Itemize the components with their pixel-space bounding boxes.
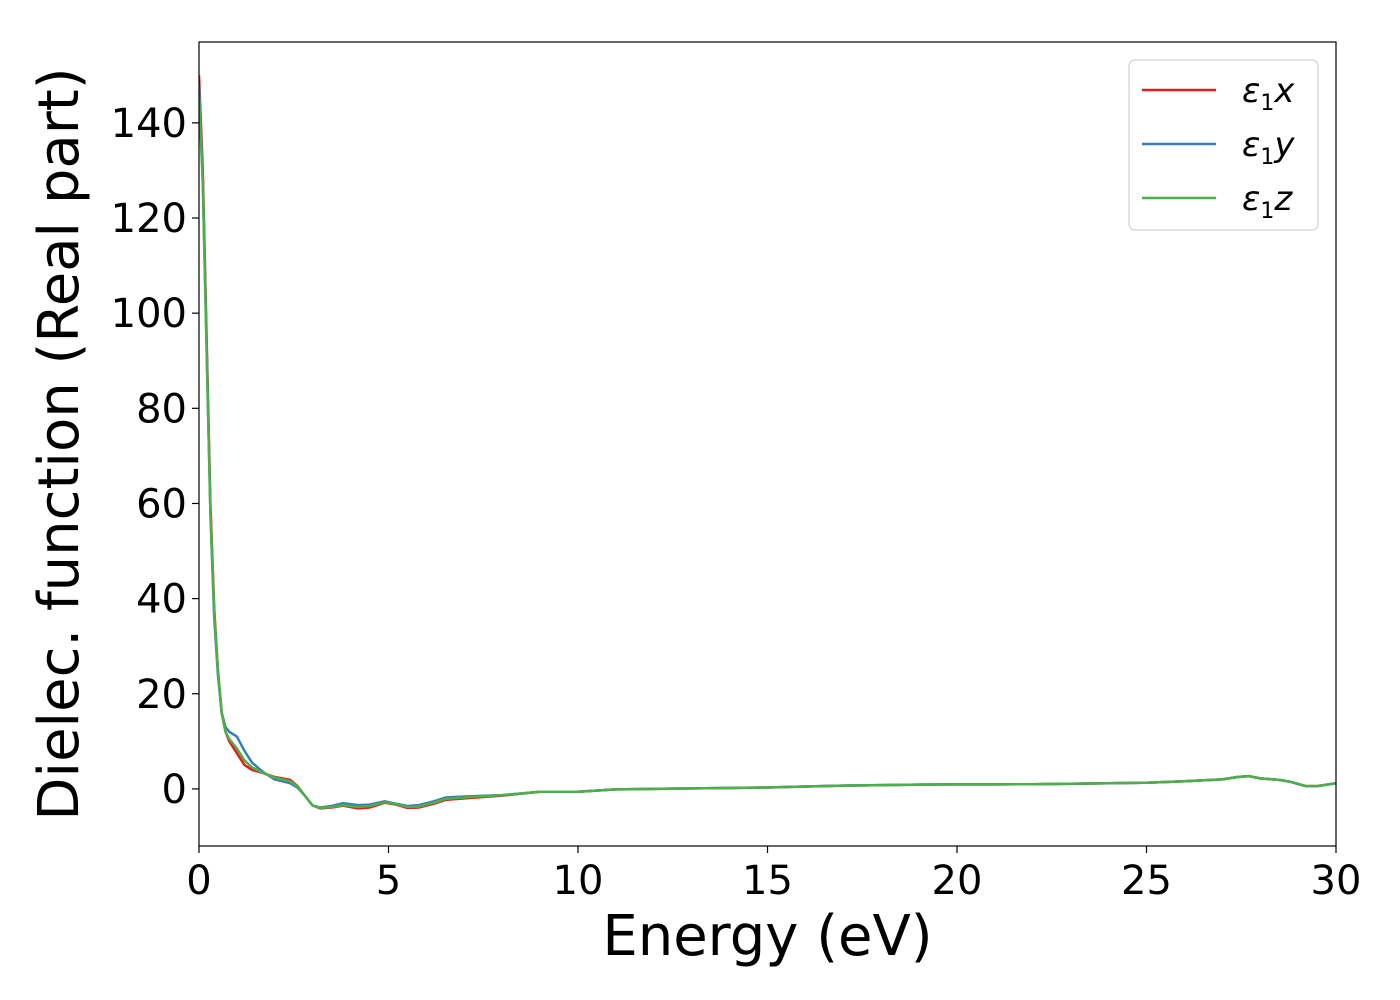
x-axis-title: Energy (eV) — [602, 904, 932, 969]
y-tick-label: 120 — [111, 196, 187, 242]
y-tick-label: 40 — [136, 577, 187, 623]
y-axis-ticks: 0 20 40 60 80 100 120 140 — [111, 101, 199, 813]
x-tick-label: 25 — [1121, 858, 1172, 904]
y-tick-label: 20 — [136, 672, 187, 718]
legend-box — [1128, 59, 1319, 231]
y-tick-label: 0 — [162, 767, 187, 813]
x-tick-label: 10 — [553, 858, 604, 904]
series-layer — [199, 75, 1336, 810]
legend-label-y: ε1y — [1242, 125, 1295, 170]
x-axis-ticks: 0 5 10 15 20 25 30 — [186, 846, 1361, 904]
y-tick-label: 60 — [136, 481, 187, 527]
y-tick-label: 100 — [111, 291, 187, 337]
x-tick-label: 5 — [376, 858, 401, 904]
series-line-z — [199, 94, 1336, 810]
y-axis-title: Dielec. function (Real part) — [27, 67, 92, 820]
legend: ε1x ε1y ε1z — [1128, 59, 1319, 231]
x-tick-label: 20 — [932, 858, 983, 904]
x-tick-label: 30 — [1311, 858, 1362, 904]
legend-label-x: ε1x — [1242, 71, 1295, 116]
x-tick-label: 15 — [742, 858, 793, 904]
x-tick-label: 0 — [186, 858, 211, 904]
y-tick-label: 140 — [111, 101, 187, 147]
y-tick-label: 80 — [136, 386, 187, 432]
legend-label-z: ε1z — [1242, 179, 1293, 224]
